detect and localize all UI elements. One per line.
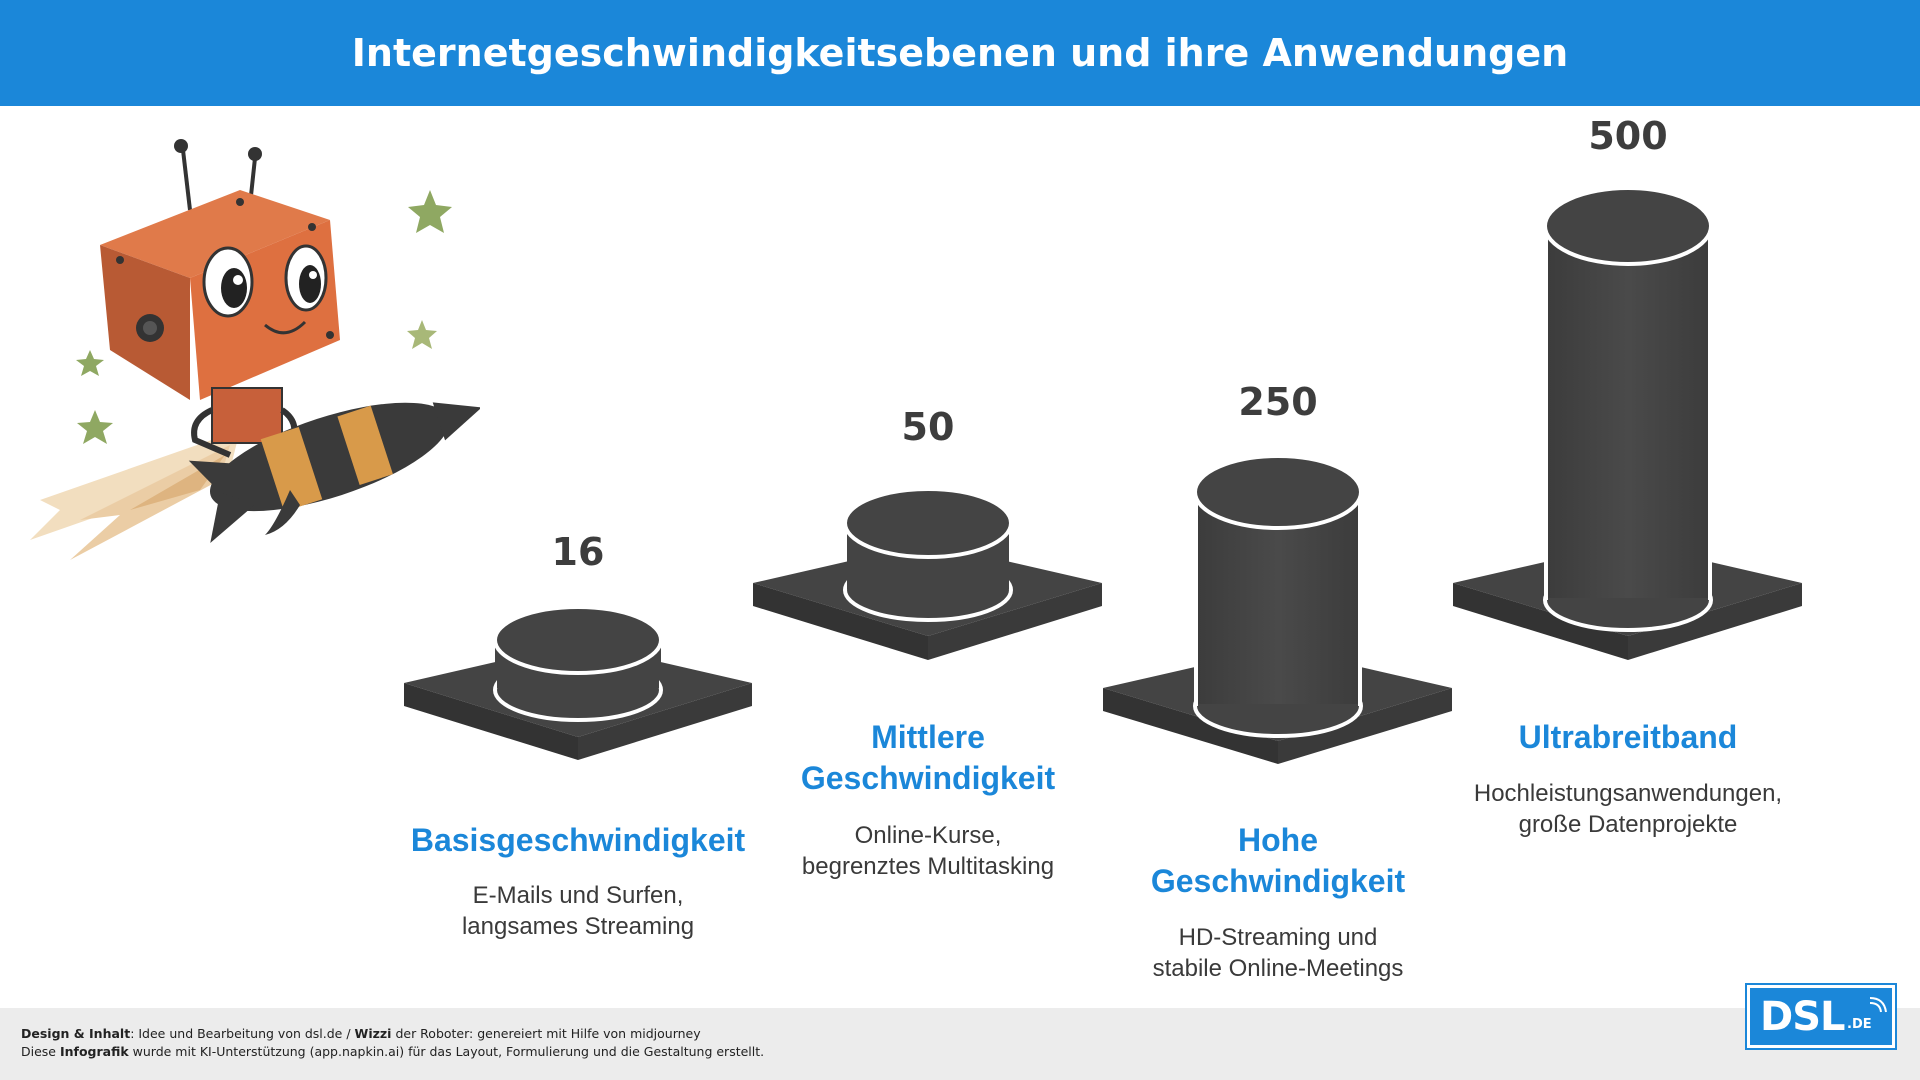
robot-on-rocket-illustration [30,139,480,560]
tier-3-cylinder [1103,454,1452,764]
tier-1-description: E-Mails und Surfen, langsames Streaming [461,882,695,940]
footer-credits-line-1: Design & Inhalt: Idee und Bearbeitung vo… [21,1026,701,1041]
tier-2-description: Online-Kurse, begrenztes Multitasking [801,822,1055,880]
tier-1-value: 16 [551,530,605,574]
tier-3-value: 250 [1238,380,1318,424]
tier-3-title: Hohe Geschwindigkeit [1150,822,1406,899]
signal-waves-icon [1869,997,1887,1013]
tier-4-title: Ultrabreitband [1518,719,1738,755]
tier-2-title: Mittlere Geschwindigkeit [800,719,1056,796]
tier-1-title: Basisgeschwindigkeit [410,822,746,858]
header-bar: Internetgeschwindigkeitsebenen und ihre … [0,0,1920,106]
footer-credits-line-2: Diese Infografik wurde mit KI-Unterstütz… [21,1044,765,1059]
tier-2-cylinder [753,487,1102,660]
tier-4-value: 500 [1588,114,1668,158]
dsl-logo: DSL .DE [1745,983,1897,1050]
tier-2-value: 50 [901,405,955,449]
tier-4-cylinder [1453,186,1802,660]
page-title: Internetgeschwindigkeitsebenen und ihre … [351,31,1569,75]
tier-1-cylinder [404,605,752,760]
footer-bar: Design & Inhalt: Idee und Bearbeitung vo… [0,1008,1920,1080]
tier-3-description: HD-Streaming und stabile Online-Meetings [1152,924,1404,982]
tier-4-description: Hochleistungsanwendungen, große Datenpro… [1473,780,1783,838]
